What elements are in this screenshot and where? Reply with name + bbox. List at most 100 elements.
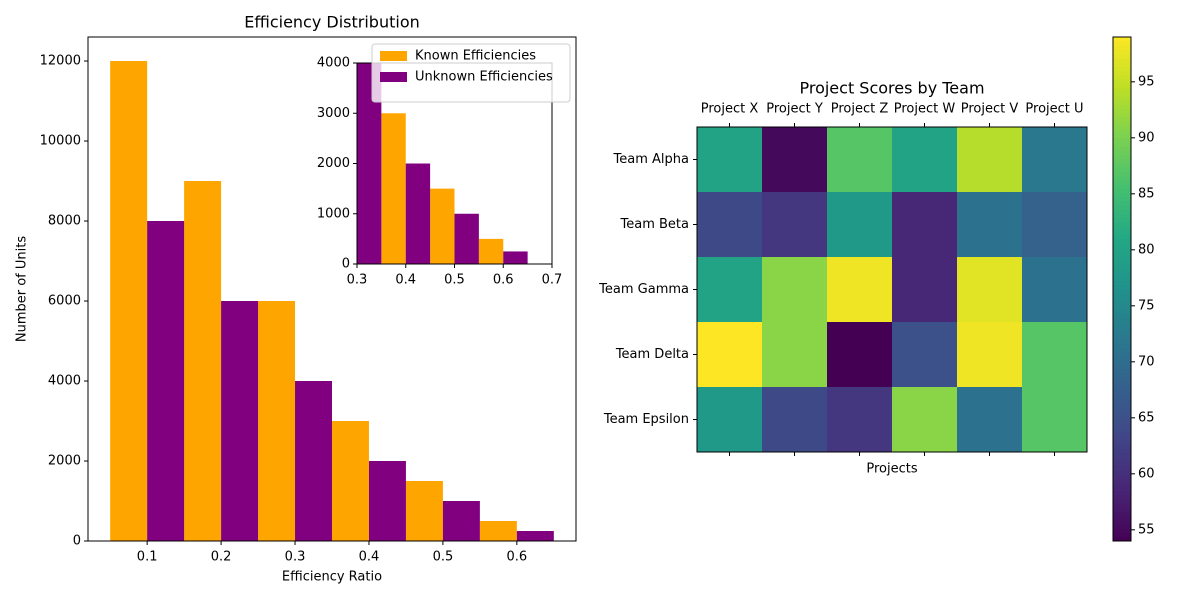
heatmap-cell xyxy=(827,257,893,323)
colorbar-segment xyxy=(1113,293,1131,298)
x-tick-label: 0.6 xyxy=(507,550,528,565)
colorbar-segment xyxy=(1113,436,1131,441)
colorbar-segment xyxy=(1113,364,1131,370)
colorbar-segment xyxy=(1113,238,1131,244)
colorbar-tick-label: 85 xyxy=(1138,186,1155,201)
colorbar-segment xyxy=(1113,116,1131,122)
heatmap-cell xyxy=(827,387,893,453)
y-tick-label: 0 xyxy=(342,257,350,272)
colorbar-segment xyxy=(1113,280,1131,286)
colorbar-segment xyxy=(1113,158,1131,164)
colorbar-segment xyxy=(1113,205,1131,210)
bar xyxy=(260,0,284,264)
colorbar-segment xyxy=(1113,469,1131,475)
colorbar-tick-label: 75 xyxy=(1138,298,1155,313)
bar xyxy=(235,0,259,264)
colorbar-segment xyxy=(1113,247,1131,252)
colorbar-segment xyxy=(1113,41,1131,46)
colorbar-segment xyxy=(1113,112,1131,118)
y-tick-label: 2000 xyxy=(317,156,350,171)
colorbar-segment xyxy=(1113,322,1131,328)
heatmap-cell xyxy=(957,257,1023,323)
colorbar-segment xyxy=(1113,184,1131,189)
x-tick-label: 0.5 xyxy=(433,550,454,565)
x-tick-label: 0.3 xyxy=(285,550,306,565)
colorbar-segment xyxy=(1113,457,1131,462)
colorbar-segment xyxy=(1113,297,1131,303)
colorbar-segment xyxy=(1113,536,1131,542)
colorbar-segment xyxy=(1113,259,1131,265)
legend-swatch xyxy=(380,51,407,61)
colorbar-segment xyxy=(1113,427,1131,433)
colorbar-segment xyxy=(1113,461,1131,466)
colorbar-segment xyxy=(1113,352,1131,357)
colorbar-segment xyxy=(1113,347,1131,353)
row-label: Team Alpha xyxy=(613,152,689,167)
bar xyxy=(368,461,406,541)
colorbar-segment xyxy=(1113,310,1131,315)
colorbar-segment xyxy=(1113,511,1131,517)
x-axis-label: Projects xyxy=(866,462,917,477)
legend-label: Known Efficiencies xyxy=(415,49,536,64)
legend-swatch xyxy=(380,72,407,82)
colorbar-segment xyxy=(1113,70,1131,76)
colorbar-segment xyxy=(1113,188,1131,193)
bar xyxy=(503,251,528,264)
heatmap-cell xyxy=(697,322,763,388)
colorbar-segment xyxy=(1113,452,1131,458)
bar xyxy=(516,531,554,541)
colorbar-segment xyxy=(1113,465,1131,471)
colorbar-tick-label: 95 xyxy=(1138,74,1155,89)
row-label: Team Beta xyxy=(620,217,689,232)
heatmap-cell xyxy=(1022,322,1088,388)
heatmap-cell xyxy=(957,387,1023,453)
x-tick-label: 0.1 xyxy=(137,550,158,565)
y-tick-label: 12000 xyxy=(40,54,81,69)
colorbar-tick-label: 60 xyxy=(1138,466,1155,481)
colorbar-segment xyxy=(1113,368,1131,374)
colorbar-segment xyxy=(1113,175,1131,181)
bar xyxy=(332,421,369,541)
colorbar-segment xyxy=(1113,79,1131,84)
colorbar-segment xyxy=(1113,410,1131,416)
heatmap-cell xyxy=(892,257,958,323)
heatmap-cell xyxy=(762,192,828,258)
colorbar-segment xyxy=(1113,171,1131,177)
column-label: Project U xyxy=(1025,102,1083,117)
y-tick-label: 8000 xyxy=(48,214,81,229)
y-tick-label: 6000 xyxy=(48,294,81,309)
bar xyxy=(308,0,332,264)
x-tick-label: 0.2 xyxy=(211,550,232,565)
colorbar-segment xyxy=(1113,499,1131,504)
heatmap-cell xyxy=(697,257,763,323)
colorbar-segment xyxy=(1113,381,1131,387)
colorbar-segment xyxy=(1113,406,1131,412)
colorbar-tick-label: 80 xyxy=(1138,242,1155,257)
colorbar-segment xyxy=(1113,255,1131,261)
legend-label: Unknown Efficiencies xyxy=(415,70,553,85)
y-tick-label: 4000 xyxy=(48,374,81,389)
bar xyxy=(479,521,517,541)
colorbar-segment xyxy=(1113,444,1131,450)
colorbar-frame xyxy=(1112,36,1132,542)
column-label: Project Z xyxy=(831,102,889,117)
bar xyxy=(405,163,431,264)
colorbar-segment xyxy=(1113,402,1131,408)
colorbar-segment xyxy=(1113,163,1131,168)
colorbar-segment xyxy=(1113,217,1131,223)
row-label: Team Gamma xyxy=(598,282,689,297)
colorbar-segment xyxy=(1113,377,1131,382)
colorbar-tick-label: 55 xyxy=(1138,522,1155,537)
colorbar-segment xyxy=(1113,121,1131,126)
chart-title: Efficiency Distribution xyxy=(244,13,420,32)
y-tick-label: 0 xyxy=(73,534,81,549)
colorbar-segment xyxy=(1113,398,1131,403)
x-tick-label: 0.4 xyxy=(395,273,416,288)
colorbar-segment xyxy=(1113,230,1131,235)
heatmap-cell xyxy=(762,257,828,323)
colorbar-segment xyxy=(1113,167,1131,172)
colorbar-segment xyxy=(1113,423,1131,429)
colorbar-segment xyxy=(1113,532,1131,538)
colorbar-segment xyxy=(1113,263,1131,269)
